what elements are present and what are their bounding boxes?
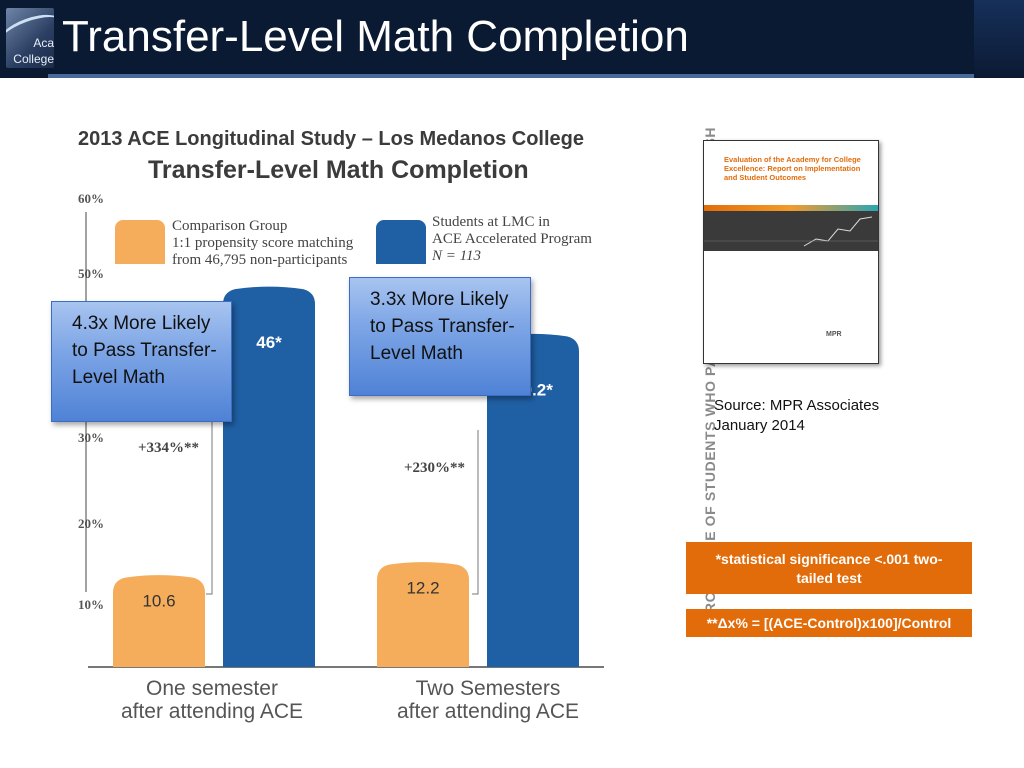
slide-title: Transfer-Level Math Completion xyxy=(62,12,689,61)
x-label-two-line1: Two Semesters xyxy=(415,677,561,700)
chart-subtitle: Transfer-Level Math Completion xyxy=(148,156,529,184)
bracket-1 xyxy=(206,370,213,595)
logo-text-2: College xyxy=(13,52,54,66)
legend-ace-line2: ACE Accelerated Program xyxy=(432,231,592,247)
report-title: Evaluation of the Academy for College Ex… xyxy=(724,155,861,182)
y-tick-20: 20% xyxy=(78,516,104,531)
data-label-comparison-two-semesters: 12.2 xyxy=(406,579,439,598)
annotation-two-semesters: +230%** xyxy=(404,460,466,476)
x-label-two-semesters: Two Semesters after attending ACE xyxy=(358,677,618,723)
x-label-one-semester: One semester after attending ACE xyxy=(82,677,342,723)
x-label-one-line2: after attending ACE xyxy=(120,700,304,723)
formula-note: **Δx% = [(ACE-Control)x100]/Control xyxy=(686,609,972,637)
header-accent xyxy=(974,0,1024,78)
significance-note: *statistical significance <.001 two-tail… xyxy=(686,542,972,594)
y-tick-30: 30% xyxy=(78,430,104,445)
annotation-one-semester: +334%** xyxy=(138,440,200,456)
x-label-one-line1: One semester xyxy=(146,677,278,700)
y-tick-60: 60% xyxy=(78,191,104,206)
header-underline xyxy=(48,74,974,78)
report-cover-thumbnail: Evaluation of the Academy for College Ex… xyxy=(703,140,879,364)
college-logo: Aca College xyxy=(6,8,54,68)
report-color-band xyxy=(704,205,878,211)
legend-comparison: Comparison Group 1:1 propensity score ma… xyxy=(172,218,353,269)
legend-swatch-comparison xyxy=(115,220,165,264)
legend-ace-line3: N = 113 xyxy=(432,248,482,264)
bar-comparison-two-semesters xyxy=(377,562,469,667)
report-publisher-mark: MPR xyxy=(826,331,842,338)
legend-ace-line1: Students at LMC in xyxy=(432,214,550,230)
source-citation: Source: MPR Associates January 2014 xyxy=(714,396,879,436)
bar-ace-two-semesters xyxy=(487,333,579,667)
legend-comparison-line2: 1:1 propensity score matching xyxy=(172,235,354,251)
logo-text-1: Aca xyxy=(33,36,54,50)
data-label-comparison-one-semester: 10.6 xyxy=(142,592,175,611)
report-graphic-lines xyxy=(704,216,878,247)
title-bar xyxy=(0,0,1024,78)
bar-comparison-one-semester xyxy=(113,575,205,667)
legend-ace: Students at LMC in ACE Accelerated Progr… xyxy=(432,214,592,265)
bar-ace-one-semester xyxy=(223,286,315,667)
source-line2: January 2014 xyxy=(714,417,805,434)
legend-swatch-ace xyxy=(376,220,426,264)
legend-comparison-line3: from 46,795 non-participants xyxy=(172,252,348,268)
legend-comparison-line1: Comparison Group xyxy=(172,218,288,234)
source-line1: Source: MPR Associates xyxy=(714,397,880,414)
y-tick-50: 50% xyxy=(78,266,104,281)
callout-one-semester: 4.3x More Likely to Pass Transfer-Level … xyxy=(51,301,232,422)
data-label-ace-one-semester: 46* xyxy=(256,333,282,352)
report-graphic xyxy=(704,211,878,251)
callout-two-semesters: 3.3x More Likely to Pass Transfer-Level … xyxy=(349,277,531,396)
bracket-2 xyxy=(472,430,479,595)
y-tick-10: 10% xyxy=(78,597,104,612)
x-label-two-line2: after attending ACE xyxy=(396,700,580,723)
chart-title: 2013 ACE Longitudinal Study – Los Medano… xyxy=(78,128,584,150)
